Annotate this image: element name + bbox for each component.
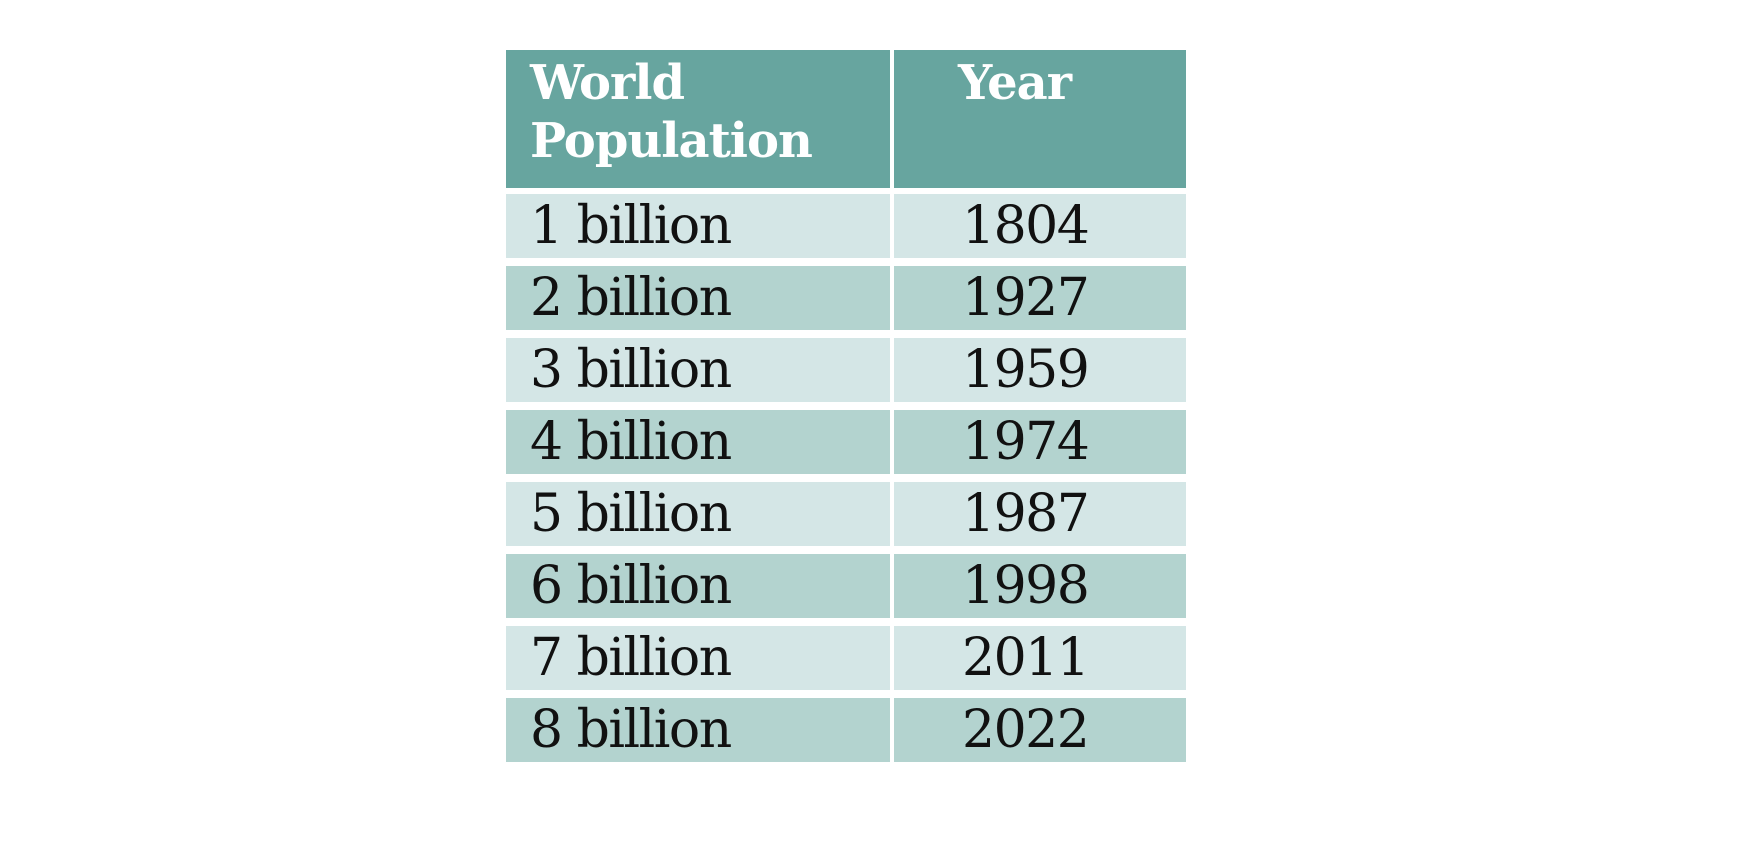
year-cell: 1927: [894, 266, 1186, 330]
year-cell: 1959: [894, 338, 1186, 402]
population-cell: 4 billion: [506, 410, 890, 474]
table-row: 4 billion 1974: [506, 410, 1186, 474]
population-cell: 5 billion: [506, 482, 890, 546]
population-table: World Population Year 1 billion 1804 2 bi…: [506, 50, 1186, 770]
population-cell: 8 billion: [506, 698, 890, 762]
table-header-row: World Population Year: [506, 50, 1186, 188]
column-header-world-population: World Population: [506, 50, 890, 188]
table-row: 1 billion 1804: [506, 194, 1186, 258]
population-cell: 7 billion: [506, 626, 890, 690]
year-cell: 1987: [894, 482, 1186, 546]
year-cell: 2011: [894, 626, 1186, 690]
population-cell: 2 billion: [506, 266, 890, 330]
year-cell: 1804: [894, 194, 1186, 258]
year-cell: 1998: [894, 554, 1186, 618]
table-row: 2 billion 1927: [506, 266, 1186, 330]
population-cell: 3 billion: [506, 338, 890, 402]
year-cell: 1974: [894, 410, 1186, 474]
table-row: 8 billion 2022: [506, 698, 1186, 762]
population-cell: 1 billion: [506, 194, 890, 258]
table-row: 3 billion 1959: [506, 338, 1186, 402]
header-word: Population: [530, 113, 813, 169]
header-word: World: [530, 55, 685, 111]
table-row: 7 billion 2011: [506, 626, 1186, 690]
table-row: 6 billion 1998: [506, 554, 1186, 618]
population-cell: 6 billion: [506, 554, 890, 618]
year-cell: 2022: [894, 698, 1186, 762]
column-header-year: Year: [894, 50, 1186, 188]
table-row: 5 billion 1987: [506, 482, 1186, 546]
